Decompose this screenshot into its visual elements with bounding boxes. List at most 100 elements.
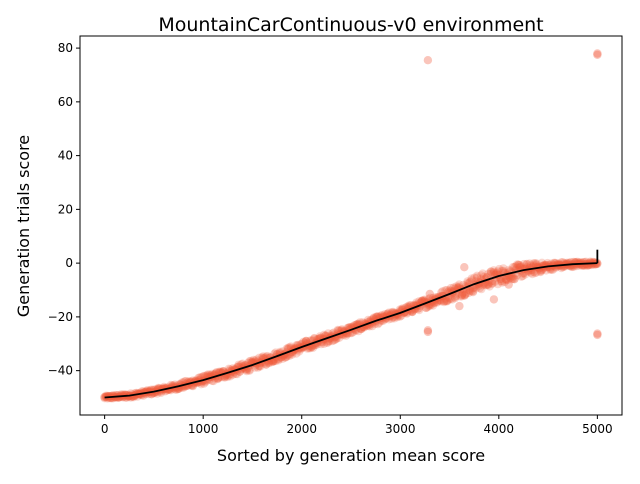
- scatter-point: [372, 312, 381, 322]
- scatter-point: [446, 283, 456, 293]
- scatter-point: [512, 260, 522, 269]
- scatter-point: [237, 360, 246, 369]
- y-tick-label: 40: [58, 149, 73, 163]
- scatter-point: [335, 333, 344, 342]
- scatter-point: [500, 277, 509, 287]
- scatter-point: [252, 355, 261, 364]
- scatter-point: [249, 355, 258, 365]
- scatter-point: [510, 263, 519, 272]
- scatter-point: [450, 294, 460, 303]
- scatter-point: [512, 263, 522, 272]
- scatter-point: [503, 275, 512, 284]
- scatter-point: [467, 274, 476, 283]
- scatter-point: [107, 393, 116, 403]
- scatter-point: [489, 269, 498, 278]
- scatter-point: [512, 271, 522, 280]
- scatter-point: [288, 350, 297, 359]
- scatter-point: [466, 286, 475, 295]
- scatter-point: [223, 372, 232, 382]
- plot-frame: [79, 35, 623, 416]
- scatter-point: [421, 303, 431, 313]
- scatter-point: [261, 360, 271, 369]
- scatter-point: [281, 353, 290, 362]
- outlier-point: [455, 301, 464, 311]
- scatter-point: [499, 264, 508, 273]
- scatter-point: [107, 391, 116, 401]
- scatter-point: [426, 301, 435, 310]
- scatter-point: [267, 358, 276, 367]
- scatter-point: [519, 259, 529, 269]
- scatter-point: [511, 262, 520, 271]
- outlier-point: [504, 280, 513, 289]
- scatter-point: [521, 270, 530, 279]
- scatter-point: [460, 290, 469, 299]
- y-tick-label: 60: [58, 95, 73, 109]
- outlier-point: [489, 295, 499, 304]
- scatter-point: [457, 292, 467, 301]
- scatter-point: [548, 265, 558, 274]
- scatter-point: [282, 344, 291, 353]
- scatter-point: [323, 338, 333, 347]
- y-axis-label: Generation trials score: [14, 135, 33, 317]
- scatter-point: [514, 260, 523, 270]
- scatter-point: [323, 329, 333, 338]
- scatter-point: [490, 277, 500, 286]
- scatter-point: [197, 380, 206, 389]
- scatter-point: [482, 280, 491, 290]
- outlier-point: [460, 263, 469, 272]
- scatter-point: [472, 273, 482, 282]
- x-tick-label: 1000: [188, 422, 219, 436]
- scatter-point: [499, 266, 508, 276]
- scatter-point: [468, 288, 478, 297]
- scatter-point: [253, 363, 262, 372]
- outlier-point: [423, 327, 433, 337]
- scatter-point: [450, 292, 460, 302]
- scatter-point: [493, 267, 502, 276]
- scatter-point: [449, 283, 458, 292]
- scatter-point: [470, 273, 479, 282]
- scatter-point: [543, 258, 552, 268]
- outlier-point: [423, 326, 433, 335]
- scatter-point: [525, 259, 534, 268]
- y-axis: −40 −20 0 20 40 60 80: [48, 41, 80, 378]
- scatter-point: [199, 371, 209, 381]
- scatter-point: [405, 301, 414, 310]
- scatter-point: [489, 268, 498, 277]
- scatter-point: [246, 356, 256, 366]
- scatter-point: [328, 336, 337, 346]
- scatter-point: [569, 260, 578, 270]
- scatter-point: [439, 296, 449, 306]
- scatter-point: [442, 286, 451, 295]
- scatter-point: [421, 303, 431, 312]
- scatter-point: [428, 301, 438, 310]
- scatter-point: [442, 297, 451, 306]
- scatter-point: [457, 290, 467, 299]
- scatter-point: [271, 348, 280, 357]
- scatter-point: [329, 336, 338, 345]
- y-tick-label: −40: [48, 364, 73, 378]
- scatter-point: [537, 258, 547, 267]
- scatter-point: [536, 267, 545, 277]
- scatter-point: [209, 376, 218, 386]
- y-tick-label: −20: [48, 310, 73, 324]
- x-tick-label: 5000: [582, 422, 613, 436]
- scatter-point: [452, 291, 461, 300]
- scatter-point: [341, 331, 351, 340]
- scatter-point: [501, 276, 511, 285]
- scatter-point: [441, 286, 450, 295]
- scatter-point: [271, 356, 280, 366]
- scatter-point: [463, 277, 472, 286]
- scatter-point: [528, 269, 537, 279]
- scatter-point: [456, 292, 465, 301]
- scatter-point: [257, 353, 267, 362]
- scatter-point: [270, 356, 279, 366]
- outlier-point: [423, 56, 433, 65]
- scatter-point: [477, 271, 486, 280]
- chart-title: MountainCarContinuous-v0 environment: [158, 14, 543, 36]
- y-tick-label: 80: [58, 41, 73, 55]
- scatter-point: [493, 279, 502, 289]
- scatter-point: [485, 282, 494, 291]
- scatter-point: [488, 278, 497, 288]
- scatter-point: [460, 291, 469, 300]
